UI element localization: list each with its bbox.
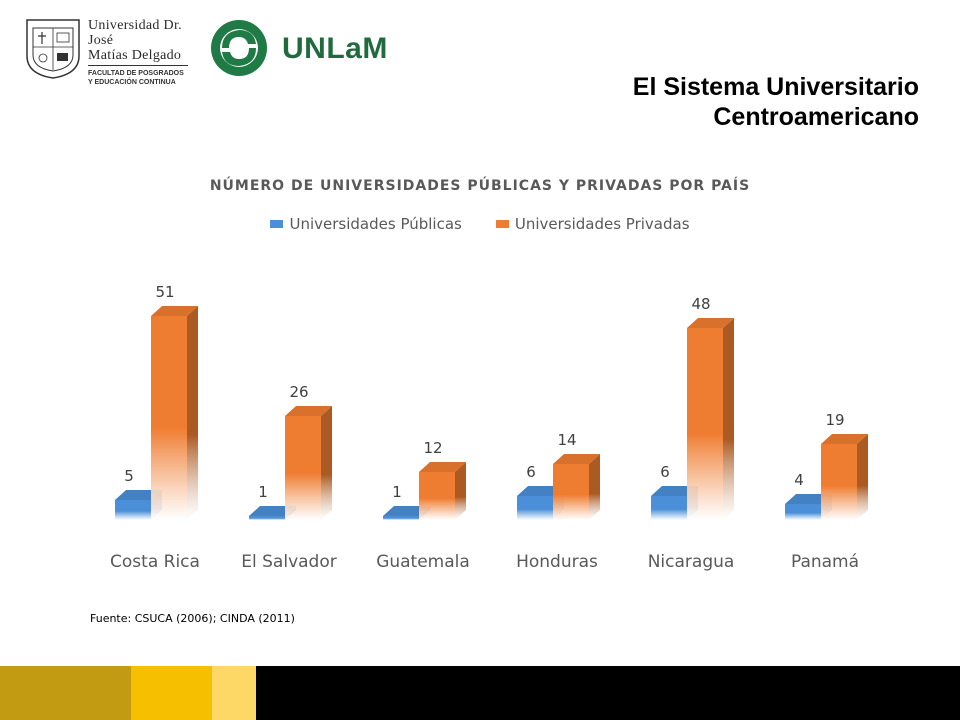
umd-name-line1: Universidad Dr. José [88,18,182,48]
bar-side [455,462,466,520]
bar-private-5 [821,434,868,520]
legend-label-private: Universidades Privadas [514,215,690,233]
bar-private-3 [553,454,600,520]
bar-front [151,316,187,520]
x-tick-label: El Salvador [241,552,336,572]
x-tick-label: Honduras [516,552,598,572]
bar-front [553,464,589,520]
bar-private-0 [151,306,198,520]
bar-top [821,434,868,444]
data-label: 14 [557,431,576,449]
umd-sub-line1: FACULTAD DE POSGRADOS [88,70,184,77]
bar-top [383,506,430,516]
bar-top [115,490,162,500]
bar-side [321,406,332,520]
bar-top [651,486,698,496]
data-label: 1 [258,483,268,501]
data-label: 48 [691,295,710,313]
bar-side [187,306,198,520]
unlam-wordmark: UNLaM [282,32,388,65]
data-label: 12 [423,439,442,457]
legend-label-public: Universidades Públicas [289,215,462,233]
bar-top [553,454,600,464]
bar-front [419,472,455,520]
footer-block-light-yellow [212,666,256,720]
data-label: 5 [124,467,134,485]
bar-side [589,454,600,520]
x-tick-label: Guatemala [376,552,470,572]
footer-block-yellow [131,666,212,720]
legend-item-private: Universidades Privadas [495,215,690,233]
bar-front [687,328,723,520]
bar-side [857,434,868,520]
x-tick-label: Panamá [791,552,859,572]
legend-item-public: Universidades Públicas [270,215,462,233]
slide-title-line1: El Sistema Universitario [632,73,919,101]
footer-block-gold [0,666,131,720]
bar-private-2 [419,462,466,520]
umd-logo: Universidad Dr. José Matías Delgado FACU… [24,16,192,86]
unlam-emblem-icon [211,20,267,76]
data-label: 6 [526,463,536,481]
data-label: 1 [392,483,402,501]
legend-swatch-private [495,220,509,228]
bar-top [249,506,296,516]
bar-front [651,496,687,520]
bar-top [151,306,198,316]
footer-bar [0,666,960,720]
bar-front [383,516,419,520]
umd-divider [88,65,188,66]
umd-sub-line2: Y EDUCACIÓN CONTINUA [88,79,176,86]
x-tick-label: Costa Rica [110,552,200,572]
bar-top [687,318,734,328]
chart-legend: Universidades Públicas Universidades Pri… [0,215,960,233]
bar-front [517,496,553,520]
umd-name-line2: Matías Delgado [88,48,182,63]
slide-title-line2: Centroamericano [713,103,919,131]
bar-private-4 [687,318,734,520]
x-tick-label: Nicaragua [648,552,735,572]
bar-public-5 [785,494,832,520]
bar-side [723,318,734,520]
data-label: 6 [660,463,670,481]
data-label: 4 [794,471,804,489]
data-label: 51 [155,283,174,301]
bar-top [419,462,466,472]
unlam-logo: UNLaM [208,18,388,78]
bar-front [785,504,821,520]
bar-top [785,494,832,504]
bar-private-1 [285,406,332,520]
bar-top [285,406,332,416]
data-label: 19 [825,411,844,429]
bar-front [821,444,857,520]
bar-top [517,486,564,496]
legend-swatch-public [270,220,284,228]
data-label: 26 [289,383,308,401]
bar-front [249,516,285,520]
bar-front [285,416,321,520]
source-note: Fuente: CSUCA (2006); CINDA (2011) [90,612,295,625]
bar-front [115,500,151,520]
umd-seal-icon [26,19,80,79]
chart-title: NÚMERO DE UNIVERSIDADES PÚBLICAS Y PRIVA… [209,178,751,194]
slide-title: El Sistema Universitario Centroamericano [633,72,919,132]
